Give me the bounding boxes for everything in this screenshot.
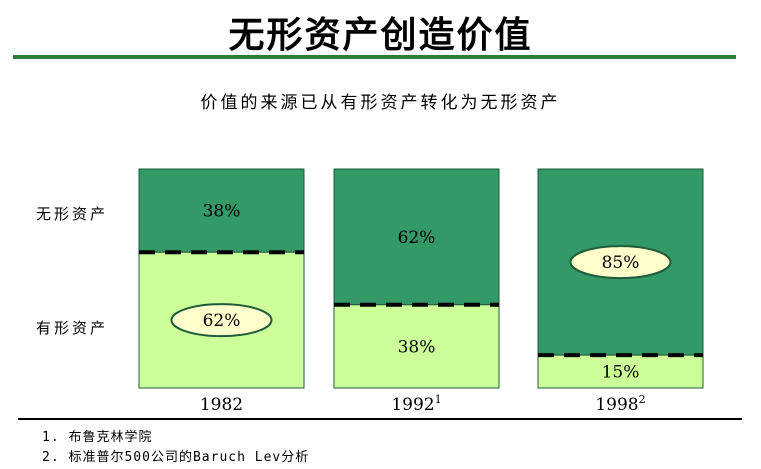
x-tick-label-1992: 19921 xyxy=(391,393,441,415)
data-label-tangible-1982: 62% xyxy=(203,311,241,331)
data-label-intangible-1992: 62% xyxy=(398,228,436,248)
data-label-tangible-1992: 38% xyxy=(398,337,436,357)
footnote-1: 1. 布鲁克林学院 xyxy=(42,430,153,445)
page-subtitle: 价值的来源已从有形资产转化为无形资产 xyxy=(200,93,561,113)
title-divider xyxy=(13,55,736,59)
bar-tangible-1992 xyxy=(333,304,500,389)
highlight-ellipse-intangible-1998 xyxy=(569,245,672,280)
data-label-tangible-1998: 15% xyxy=(602,363,640,383)
bottom-divider xyxy=(18,418,742,420)
x-tick-label-1998: 19982 xyxy=(595,393,645,415)
row-label-intangible: 无形资产 xyxy=(36,205,109,223)
x-tick-label-1982: 1982 xyxy=(200,395,243,415)
highlight-ellipse-tangible-1982 xyxy=(170,303,273,338)
data-label-intangible-1998: 85% xyxy=(602,253,640,273)
page-title: 无形资产创造价值 xyxy=(228,15,533,56)
bar-intangible-1992 xyxy=(333,168,500,306)
x-tick-superscript-1992: 1 xyxy=(435,393,442,406)
row-label-tangible: 有形资产 xyxy=(36,319,109,337)
footnote-2: 2. 标准普尔500公司的Baruch Lev分析 xyxy=(42,450,310,465)
x-tick-superscript-1998: 2 xyxy=(639,393,646,406)
data-label-intangible-1982: 38% xyxy=(203,202,241,222)
